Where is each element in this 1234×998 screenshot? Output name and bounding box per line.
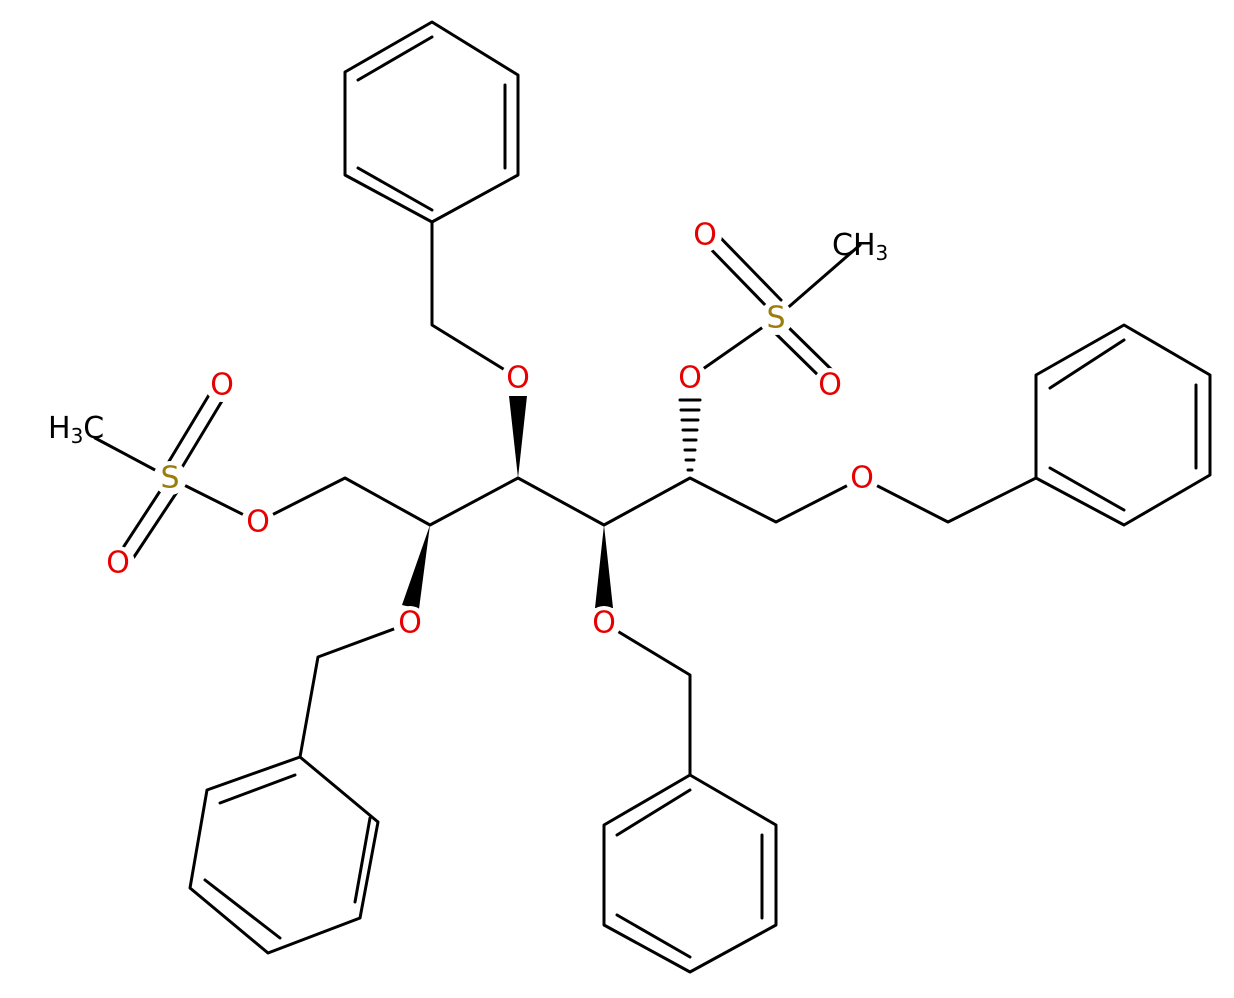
bonds [93, 20, 1212, 974]
oxygen: O [106, 546, 130, 581]
sulfur: S [766, 301, 785, 336]
oxygen: O [818, 368, 842, 403]
wedge-bond [402, 525, 430, 609]
oxygen: O [398, 606, 422, 641]
single-bonds [93, 20, 1212, 974]
oxygen: O [246, 505, 270, 540]
methyl-part: C [832, 228, 853, 263]
oxygen: O [693, 218, 717, 253]
wedge-bond [509, 396, 527, 478]
oxygen: O [592, 606, 616, 641]
oxygen: O [506, 361, 530, 396]
aromatic-inner-bonds [203, 35, 1198, 959]
methyl-part: H [853, 228, 876, 263]
wedge-bond [595, 525, 613, 608]
methyl: CH3 [832, 228, 888, 266]
atom-labels: O O O O O O O O O O S S H3C CH3 [48, 218, 888, 641]
methyl: H3C [48, 411, 104, 449]
methyl-part: H [48, 411, 71, 446]
methyl-part: C [83, 411, 104, 446]
oxygen: O [678, 361, 702, 396]
hash-bond [678, 398, 702, 472]
oxygen: O [850, 461, 874, 496]
oxygen: O [210, 368, 234, 403]
methyl-part: 3 [71, 424, 84, 448]
methyl-part: 3 [876, 241, 889, 265]
label-backs [101, 218, 879, 640]
sulfur: S [160, 461, 179, 496]
sulfonyl-double-bonds [113, 226, 837, 568]
